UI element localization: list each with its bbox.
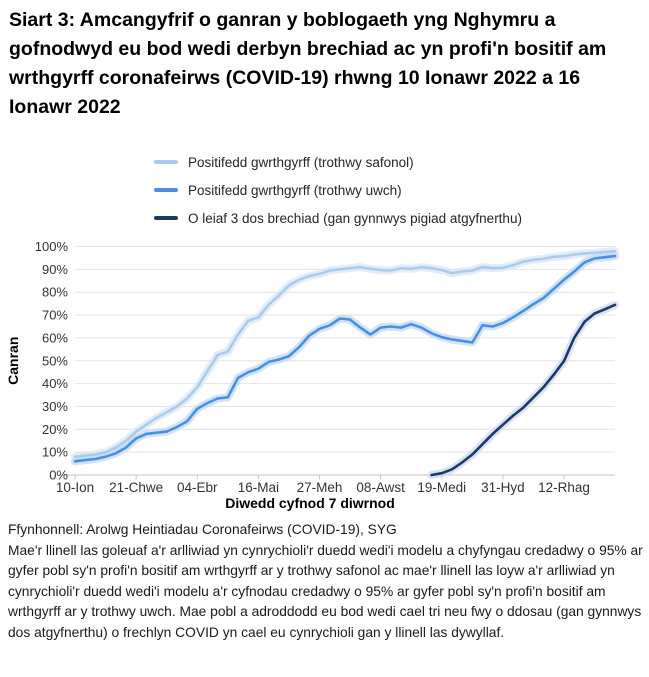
legend-item-safonol: Positifedd gwrthgyrff (trothwy safonol) xyxy=(154,148,522,176)
y-tick-label: 70% xyxy=(42,308,68,323)
series-band-2 xyxy=(427,300,619,479)
legend: Positifedd gwrthgyrff (trothwy safonol) … xyxy=(154,148,522,232)
y-tick-label: 80% xyxy=(42,285,68,300)
chart-title: Siart 3: Amcangyfrif o ganran y boblogae… xyxy=(9,9,607,118)
legend-item-uwch: Positifedd gwrthgyrff (trothwy uwch) xyxy=(154,176,522,204)
source-line: Ffynhonnell: Arolwg Heintiadau Coronafei… xyxy=(8,522,397,537)
x-tick-label: 16-Mai xyxy=(238,480,279,495)
legend-line-swatch-uwch xyxy=(154,188,178,192)
legend-line-swatch-brechiad xyxy=(154,216,178,220)
x-tick-label: 19-Medi xyxy=(417,480,466,495)
y-tick-label: 60% xyxy=(42,330,68,345)
chart-footnote: Ffynhonnell: Arolwg Heintiadau Coronafei… xyxy=(8,520,644,644)
y-tick-label: 20% xyxy=(42,422,68,437)
note-text: Mae'r llinell las goleuaf a'r arlliwiad … xyxy=(8,542,643,640)
x-tick-label: 04-Ebr xyxy=(177,480,218,495)
y-tick-label: 90% xyxy=(42,262,68,277)
y-tick-label: 10% xyxy=(42,445,68,460)
series-band-0 xyxy=(71,247,619,461)
y-axis-title: Canran xyxy=(5,337,21,385)
y-tick-label: 50% xyxy=(42,353,68,368)
series-line-1 xyxy=(73,254,617,463)
x-tick-label: 08-Awst xyxy=(356,480,405,495)
y-tick-label: 30% xyxy=(42,399,68,414)
x-tick-label: 12-Rhag xyxy=(538,480,590,495)
x-axis-title: Diwedd cyfnod 7 diwrnod xyxy=(225,495,395,511)
legend-label: Positifedd gwrthgyrff (trothwy safonol) xyxy=(188,154,414,170)
x-tick-label: 31-Hyd xyxy=(481,480,525,495)
series-band-1 xyxy=(71,252,619,466)
x-tick-label: 21-Chwe xyxy=(109,480,163,495)
legend-label: Positifedd gwrthgyrff (trothwy uwch) xyxy=(188,182,402,198)
series-line-2 xyxy=(430,303,617,477)
chart-svg: 0% 10% 20% 30% 40% 50% 60% 70% 80% 90% 100% 10-Ion 2… xyxy=(5,239,619,511)
y-tick-label: 100% xyxy=(35,239,69,254)
legend-item-brechiad: O leiaf 3 dos brechiad (gan gynnwys pigi… xyxy=(154,204,522,232)
legend-line-swatch-safonol xyxy=(154,160,178,164)
y-tick-label: 0% xyxy=(49,468,68,483)
y-tick-label: 40% xyxy=(42,376,68,391)
x-tick-label: 10-Ion xyxy=(56,480,94,495)
legend-label: O leiaf 3 dos brechiad (gan gynnwys pigi… xyxy=(188,210,522,226)
series-line-0 xyxy=(73,249,617,458)
x-tick-label: 27-Meh xyxy=(297,480,343,495)
